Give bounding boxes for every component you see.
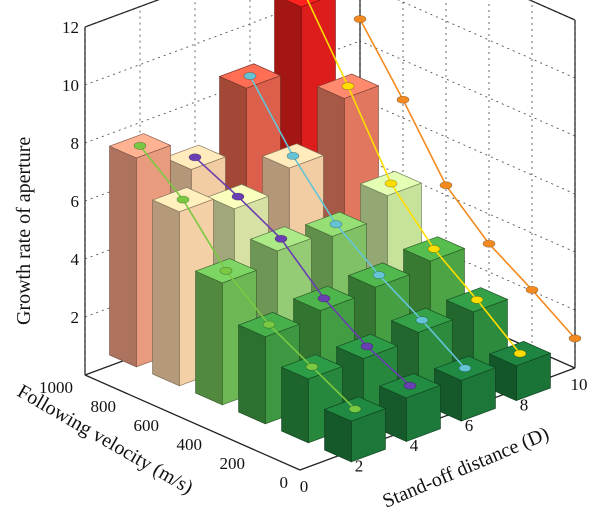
trend-path [306,0,521,355]
trend-line [133,141,362,413]
tick-labels: 2 4 6 8 10 12 0 200 400 600 800 1000 0 2 4 6 8 10 [39,18,588,496]
trend-marker [458,364,472,373]
trend-marker [427,244,441,253]
bar [323,396,387,463]
x-tick-label: 6 [465,416,474,435]
trend-marker [133,141,147,150]
trend-marker [513,349,527,358]
trend-marker [396,95,410,104]
y-tick-label: 400 [177,435,203,454]
trend-marker [348,405,362,413]
trend-line [243,72,472,373]
y-tick-label: 0 [280,473,289,492]
bar-side-face [238,324,266,425]
z-tick-label: 6 [71,192,80,211]
z-axis-label: Growth rate of aperture [13,137,35,325]
trend-path [194,156,411,387]
trend-line [188,153,417,390]
y-tick-label: 600 [134,416,160,435]
trend-marker [243,72,257,80]
y-tick-label: 800 [91,397,117,416]
trend-marker [439,181,453,190]
trend-marker [329,220,343,229]
grid-line [359,40,576,137]
bar-side-face [195,270,223,406]
trend-marker [231,192,245,201]
trend-marker [305,362,319,371]
frame-edge [528,0,576,21]
x-tick-label: 0 [300,477,309,496]
y-tick-label: 1000 [39,378,73,397]
z-tick-label: 2 [71,308,80,327]
bar [488,341,552,402]
trend-marker [384,179,398,188]
trend-marker [188,153,202,162]
grid-line [84,40,361,144]
trend-path [139,145,356,410]
trend-marker [482,239,496,248]
trend-path [359,18,576,339]
trend-path [249,75,466,369]
grid-line [397,0,576,79]
x-tick-label: 2 [355,457,364,476]
trend-marker [353,15,367,24]
bar-group [108,0,552,463]
z-tick-label: 10 [62,76,79,95]
x-tick-label: 8 [520,395,529,414]
trend-marker [568,334,582,343]
trend-marker [274,234,288,243]
grid-line [84,0,316,86]
trend-marker [525,285,539,294]
trend-marker [360,342,374,351]
grid-line [84,0,159,28]
trend-marker [286,151,300,160]
bar-side-face [109,145,137,368]
bar-side-face [152,199,180,387]
y-tick-label: 200 [220,454,246,473]
bar-side-face [281,366,309,444]
trend-marker [403,381,417,390]
trend-marker [470,295,484,304]
trend-marker [219,266,233,275]
trend-marker [372,271,386,279]
bar-top-face [284,0,321,8]
x-tick-label: 4 [410,436,419,455]
trend-marker [341,82,355,91]
trend-marker [262,320,276,329]
z-tick-label: 8 [71,134,80,153]
trend-marker [176,195,190,204]
grid-line [528,0,576,21]
trend-marker [415,316,429,325]
bar [378,373,442,442]
z-tick-label: 4 [71,250,80,269]
trend-line [306,0,527,358]
z-tick-label: 12 [62,18,79,37]
trend-line [353,15,582,343]
frame-edge [84,374,301,471]
x-tick-label: 10 [571,375,588,394]
trend-marker [317,294,331,303]
trend-lines [133,0,582,413]
